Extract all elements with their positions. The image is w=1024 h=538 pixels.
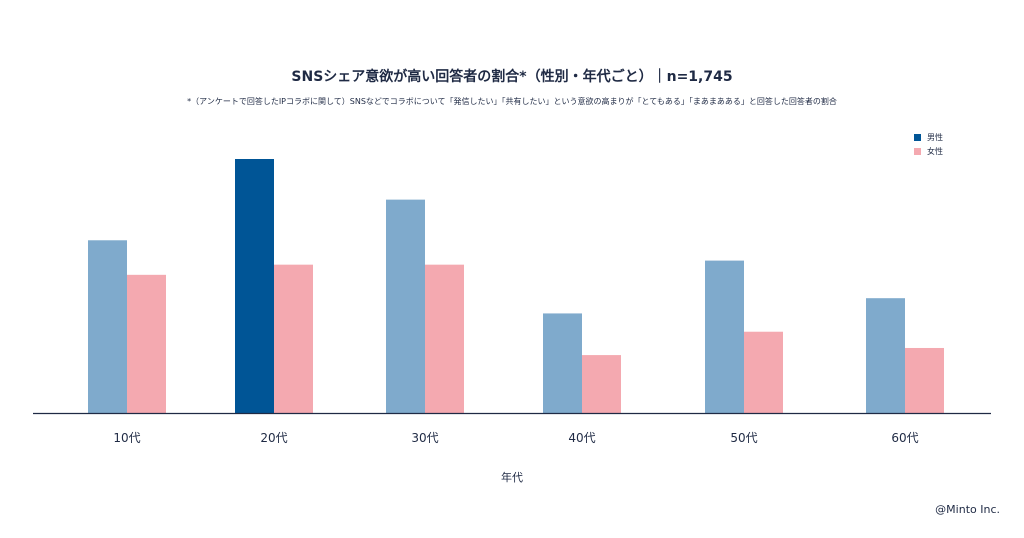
bar-female-5 <box>744 331 783 413</box>
bar-male-1 <box>88 240 127 413</box>
chart-subtitle: *（アンケートで回答したIPコラボに関して）SNSなどでコラボについて「発信した… <box>187 97 837 106</box>
bar-male-2 <box>235 159 274 413</box>
bar-female-4 <box>582 355 621 413</box>
credit-text: @Minto Inc. <box>935 503 1000 516</box>
legend-item-female: 女性 <box>914 144 943 158</box>
legend-label-female: 女性 <box>927 146 943 156</box>
x-tick-label-4: 40代 <box>568 431 595 445</box>
x-tick-label-2: 20代 <box>260 431 287 445</box>
x-tick-label-6: 60代 <box>891 431 918 445</box>
legend-swatch-female <box>914 147 921 155</box>
bar-female-3 <box>425 264 464 413</box>
x-tick-label-1: 10代 <box>113 431 140 445</box>
legend-swatch-male <box>914 133 921 141</box>
x-tick-label-3: 30代 <box>411 431 438 445</box>
x-tick-label-5: 50代 <box>730 431 757 445</box>
bar-male-4 <box>543 313 582 413</box>
bar-female-2 <box>274 264 313 413</box>
legend-item-male: 男性 <box>914 130 943 144</box>
legend-label-male: 男性 <box>927 132 943 142</box>
bar-female-1 <box>127 274 166 413</box>
bar-male-3 <box>386 199 425 413</box>
x-axis-title: 年代 <box>501 470 523 484</box>
bar-male-5 <box>705 260 744 413</box>
chart-title: SNSシェア意欲が高い回答者の割合*（性別・年代ごと）｜n=1,745 <box>291 69 733 85</box>
bar-male-6 <box>866 298 905 413</box>
legend: 男性 女性 <box>914 130 943 158</box>
bar-female-6 <box>905 347 944 413</box>
